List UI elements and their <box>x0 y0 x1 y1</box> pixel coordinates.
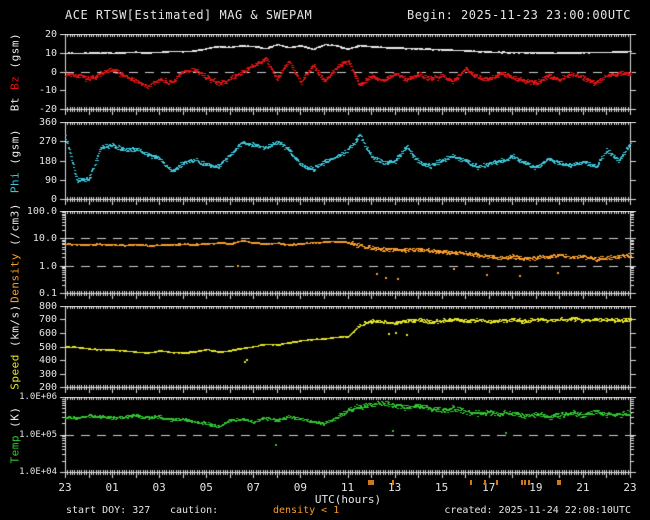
density-y-tick-label: 0.1 <box>38 288 57 299</box>
begin-timestamp: Begin: 2025-11-23 23:00:00UTC <box>406 8 631 22</box>
temp-y-tick-label: 1.0E+05 <box>19 430 57 440</box>
caution-tick-mark <box>524 480 527 485</box>
x-tick-label: 15 <box>435 481 449 494</box>
density-y-tick-label: 10.0 <box>32 233 57 244</box>
phi-plot-canvas <box>57 122 641 206</box>
bt-bz-y-tick-label: -20 <box>38 104 57 115</box>
phi-y-tick-label: 270 <box>38 136 57 147</box>
temp-axis-title: Temp (K) <box>8 406 22 464</box>
speed-y-tick-label: 300 <box>38 369 57 380</box>
caution-value-label: density < 1 <box>273 505 340 516</box>
x-axis-title: UTC(hours) <box>314 493 382 506</box>
caution-tick-mark <box>392 480 395 485</box>
start-doy-label: start DOY: 327 <box>66 505 151 516</box>
x-tick-label: 11 <box>340 481 355 494</box>
x-tick-label: 23 <box>58 481 72 494</box>
caution-tick-mark <box>559 480 562 485</box>
density-axis-title: Density (/cm3) <box>8 202 22 303</box>
speed-panel: 800 700 600 500 400 300 200 Speed (km/s) <box>0 301 650 394</box>
speed-y-tick-label: 400 <box>38 355 57 366</box>
temp-y-tick-label: 1.0E+04 <box>19 467 57 477</box>
phi-y-tick-label: 360 <box>38 117 57 128</box>
bt-bz-panel: 20 10 0 -10 -20 Bt Bz (gsm) <box>0 29 650 116</box>
x-tick-label: 21 <box>576 481 590 494</box>
caution-tick-mark <box>367 480 370 485</box>
bt-bz-y-tick-label: -10 <box>38 85 57 96</box>
density-plot-canvas <box>57 211 641 300</box>
temp-y-tick-label: 1.0E+06 <box>19 392 57 402</box>
x-tick-label: 03 <box>152 481 166 494</box>
density-panel: 100.0 10.0 1.0 0.1 Density (/cm3) <box>0 203 650 302</box>
phi-panel: 360 270 180 90 0 Phi (gsm) <box>0 117 650 206</box>
caution-tick-mark <box>557 480 560 485</box>
temp-plot-canvas <box>57 397 641 479</box>
phi-y-tick-label: 90 <box>44 175 57 186</box>
x-tick-label: 13 <box>387 481 402 494</box>
caution-tick-mark <box>527 480 530 485</box>
caution-tick-mark <box>469 480 472 485</box>
caution-tick-mark <box>495 480 498 485</box>
speed-y-tick-label: 700 <box>38 314 57 325</box>
x-tick-label: 07 <box>246 481 260 494</box>
caution-tick-mark <box>484 480 487 485</box>
caution-label: caution: <box>170 505 219 516</box>
caution-tick-mark <box>520 480 523 485</box>
phi-y-tick-label: 180 <box>38 156 57 167</box>
speed-y-tick-label: 500 <box>38 342 57 353</box>
speed-plot-canvas <box>57 306 641 394</box>
created-timestamp: created: 2025-11-24 22:08:10UTC <box>444 505 631 516</box>
x-tick-label: 01 <box>105 481 119 494</box>
phi-axis-title: Phi (gsm) <box>8 128 22 194</box>
temp-panel: 1.0E+06 1.0E+05 1.0E+04 Temp (K) <box>0 392 650 479</box>
speed-axis-title: Speed (km/s) <box>8 304 22 390</box>
phi-y-tick-label: 0 <box>50 194 57 205</box>
bt-bz-axis-title: Bt Bz (gsm) <box>8 32 22 112</box>
bt-bz-y-tick-label: 0 <box>50 67 57 78</box>
x-tick-label: 23 <box>623 481 637 494</box>
x-tick-label: 19 <box>529 481 543 494</box>
bt-bz-y-tick-label: 20 <box>44 29 57 40</box>
page-title: ACE RTSW[Estimated] MAG & SWEPAM <box>65 8 313 22</box>
caution-tick-mark <box>369 480 372 485</box>
bt-bz-plot-canvas <box>57 34 641 116</box>
bt-bz-y-tick-label: 10 <box>44 48 57 59</box>
x-tick-label: 05 <box>199 481 213 494</box>
speed-y-tick-label: 800 <box>38 301 57 312</box>
density-y-tick-label: 100.0 <box>26 206 57 217</box>
caution-tick-mark <box>372 480 375 485</box>
density-y-tick-label: 1.0 <box>38 261 57 272</box>
speed-y-tick-label: 200 <box>38 382 57 393</box>
x-tick-label: 09 <box>293 481 308 494</box>
speed-y-tick-label: 600 <box>38 328 57 339</box>
